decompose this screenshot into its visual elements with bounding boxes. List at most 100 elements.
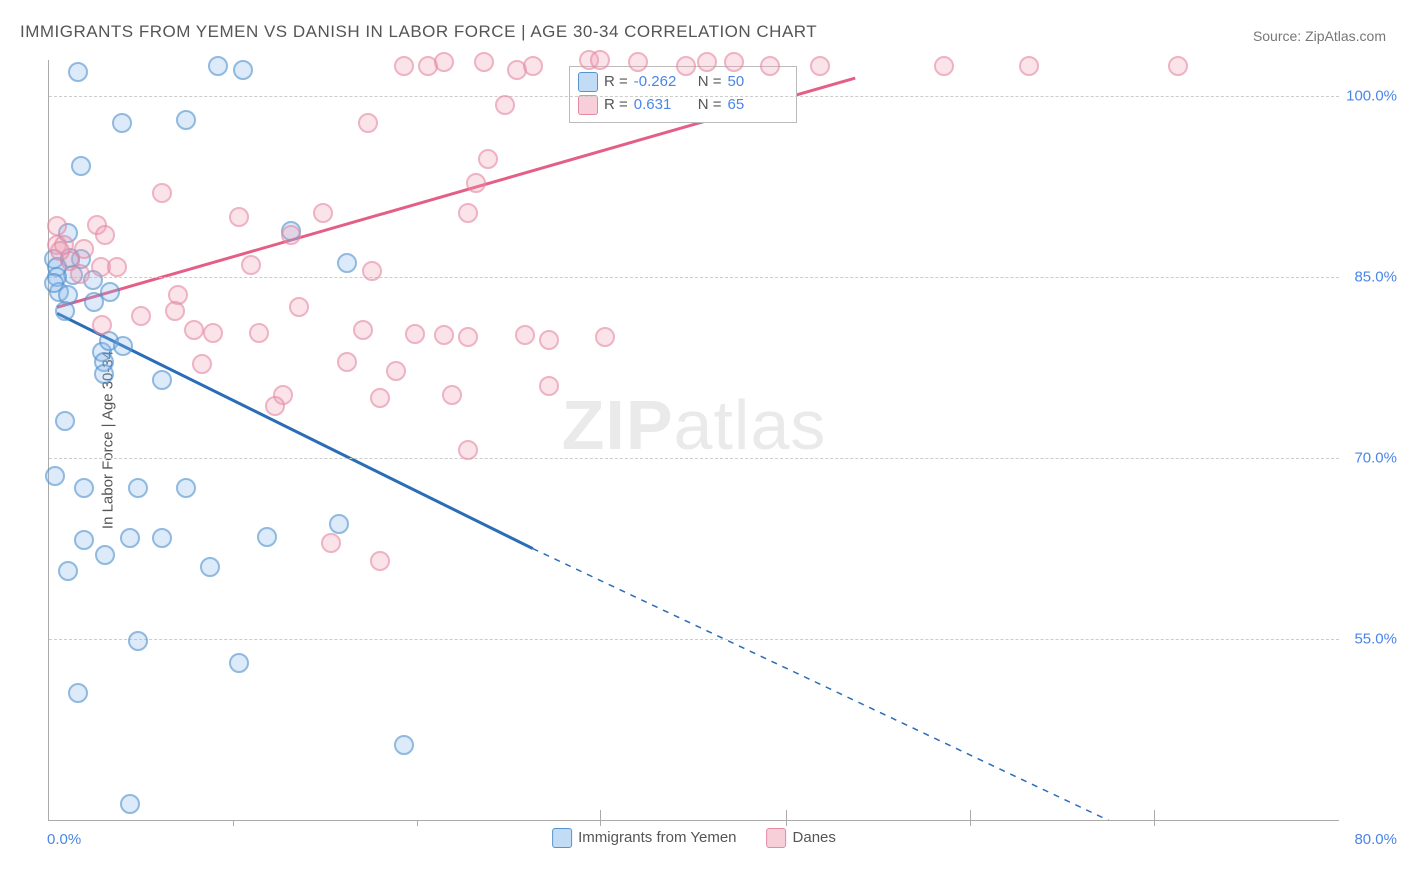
data-point	[50, 241, 70, 261]
data-point	[313, 203, 333, 223]
pink-swatch-icon	[578, 95, 598, 115]
trend-lines-svg	[49, 60, 1339, 820]
gridline-h	[49, 639, 1339, 640]
data-point	[595, 327, 615, 347]
data-point	[434, 325, 454, 345]
chart-plot-area: In Labor Force | Age 30-34 ZIPatlas R = …	[48, 60, 1339, 821]
legend-pink-swatch-icon	[767, 828, 787, 848]
data-point	[458, 327, 478, 347]
data-point	[152, 528, 172, 548]
data-point	[55, 411, 75, 431]
data-point	[590, 50, 610, 70]
legend-pink-label: Danes	[793, 829, 836, 846]
gridline-v	[970, 810, 971, 820]
blue-swatch-icon	[578, 72, 598, 92]
data-point	[131, 306, 151, 326]
data-point	[176, 110, 196, 130]
x-tick-min: 0.0%	[47, 831, 81, 848]
data-point	[233, 60, 253, 80]
data-point	[362, 261, 382, 281]
data-point	[523, 56, 543, 76]
data-point	[176, 478, 196, 498]
data-point	[676, 56, 696, 76]
data-point	[628, 52, 648, 72]
data-point	[74, 530, 94, 550]
gridline-v	[600, 810, 601, 820]
data-point	[370, 388, 390, 408]
x-axis-tick	[600, 820, 601, 826]
n-value-blue: 50	[728, 71, 786, 94]
data-point	[474, 52, 494, 72]
data-point	[394, 56, 414, 76]
data-point	[442, 385, 462, 405]
data-point	[724, 52, 744, 72]
data-point	[112, 113, 132, 133]
y-tick-label: 70.0%	[1354, 450, 1397, 467]
data-point	[120, 794, 140, 814]
data-point	[84, 292, 104, 312]
data-point	[113, 336, 133, 356]
data-point	[321, 533, 341, 553]
x-axis-tick	[417, 820, 418, 826]
data-point	[68, 683, 88, 703]
data-point	[47, 216, 67, 236]
legend-blue-label: Immigrants from Yemen	[578, 829, 736, 846]
data-point	[394, 735, 414, 755]
y-tick-label: 85.0%	[1354, 269, 1397, 286]
data-point	[434, 52, 454, 72]
data-point	[539, 376, 559, 396]
data-point	[70, 264, 90, 284]
data-point	[515, 325, 535, 345]
data-point	[200, 557, 220, 577]
data-point	[386, 361, 406, 381]
legend-blue-swatch-icon	[552, 828, 572, 848]
chart-title: IMMIGRANTS FROM YEMEN VS DANISH IN LABOR…	[20, 22, 817, 42]
data-point	[1168, 56, 1188, 76]
data-point	[68, 62, 88, 82]
data-point	[58, 561, 78, 581]
data-point	[934, 56, 954, 76]
watermark-rest: atlas	[674, 386, 827, 464]
data-point	[128, 631, 148, 651]
data-point	[152, 370, 172, 390]
data-point	[203, 323, 223, 343]
data-point	[353, 320, 373, 340]
gridline-v	[1154, 810, 1155, 820]
source-attribution: Source: ZipAtlas.com	[1253, 28, 1386, 44]
r-label-blue: R =	[604, 71, 628, 94]
x-tick-max: 80.0%	[1354, 831, 1397, 848]
y-tick-label: 100.0%	[1346, 88, 1397, 105]
data-point	[74, 478, 94, 498]
data-point	[71, 156, 91, 176]
data-point	[337, 352, 357, 372]
data-point	[95, 545, 115, 565]
trend-line	[533, 549, 1210, 820]
x-axis-tick	[233, 820, 234, 826]
n-label-blue: N =	[698, 71, 722, 94]
data-point	[405, 324, 425, 344]
watermark-bold: ZIP	[562, 386, 674, 464]
data-point	[208, 56, 228, 76]
data-point	[478, 149, 498, 169]
data-point	[55, 301, 75, 321]
data-point	[458, 440, 478, 460]
data-point	[358, 113, 378, 133]
data-point	[120, 528, 140, 548]
data-point	[192, 354, 212, 374]
data-point	[241, 255, 261, 275]
data-point	[45, 466, 65, 486]
x-axis-tick	[786, 820, 787, 826]
y-tick-label: 55.0%	[1354, 631, 1397, 648]
data-point	[265, 396, 285, 416]
legend-item-pink: Danes	[767, 828, 836, 848]
data-point	[539, 330, 559, 350]
data-point	[370, 551, 390, 571]
data-point	[257, 527, 277, 547]
data-point	[458, 203, 478, 223]
data-point	[810, 56, 830, 76]
gridline-h	[49, 96, 1339, 97]
data-point	[337, 253, 357, 273]
data-point	[697, 52, 717, 72]
data-point	[94, 364, 114, 384]
source-value: ZipAtlas.com	[1305, 28, 1386, 44]
